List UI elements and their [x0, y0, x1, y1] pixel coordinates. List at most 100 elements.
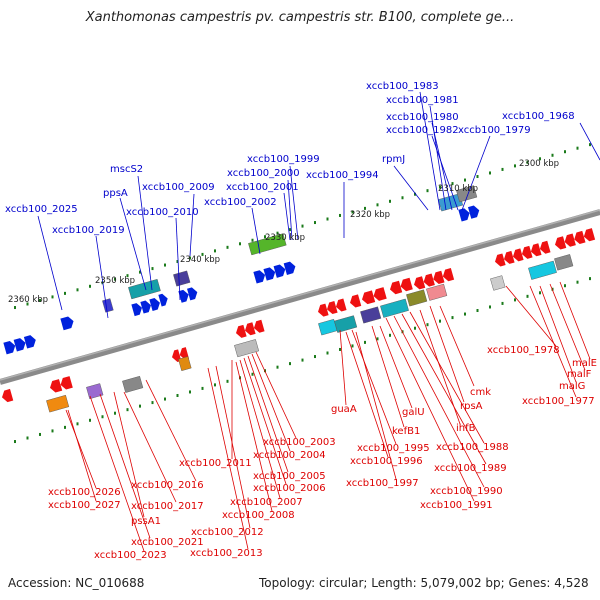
gene-label-xccb100-1977[interactable]: xccb100_1977 — [522, 396, 595, 407]
gene-label-xccb100-2023[interactable]: xccb100_2023 — [94, 550, 167, 561]
gene-feature[interactable] — [406, 289, 428, 307]
gene-feature[interactable] — [131, 297, 161, 317]
tick-mark — [526, 160, 529, 164]
gene-label-ihfb[interactable]: ihfB — [456, 423, 476, 434]
gene-label-kefb1[interactable]: kefB1 — [392, 426, 420, 437]
gene-label-xccb100-2010[interactable]: xccb100_2010 — [126, 207, 199, 218]
gene-feature[interactable] — [318, 318, 338, 336]
gene-label-ppsa[interactable]: ppsA — [103, 188, 128, 199]
tick-mark — [201, 386, 204, 390]
gene-label-xccb100-2007[interactable]: xccb100_2007 — [230, 497, 303, 508]
gene-label-xccb100-1994[interactable]: xccb100_1994 — [306, 170, 379, 181]
gene-feature[interactable] — [173, 270, 191, 287]
gene-feature[interactable] — [458, 204, 481, 222]
gene-label-xccb100-2017[interactable]: xccb100_2017 — [131, 501, 204, 512]
gene-label-malf[interactable]: malF — [567, 369, 592, 380]
gene-label-xccb100-1978[interactable]: xccb100_1978 — [487, 345, 560, 356]
gene-label-male[interactable]: malE — [572, 358, 597, 369]
gene-label-xccb100-2027[interactable]: xccb100_2027 — [48, 500, 121, 511]
gene-feature[interactable] — [316, 298, 347, 318]
gene-label-mscs2[interactable]: mscS2 — [110, 164, 143, 175]
gene-label-xccb100-2008[interactable]: xccb100_2008 — [222, 510, 295, 521]
forward-gene-arrow — [60, 316, 74, 331]
gene-label-xccb100-2025[interactable]: xccb100_2025 — [5, 204, 78, 215]
gene-feature[interactable] — [46, 394, 70, 413]
gene-feature[interactable] — [102, 298, 114, 313]
tick-mark — [414, 326, 416, 330]
gene-label-xccb100-2003[interactable]: xccb100_2003 — [263, 437, 336, 448]
gene-feature[interactable] — [86, 383, 104, 400]
gene-label-xccb100-1968[interactable]: xccb100_1968 — [502, 111, 575, 122]
gene-feature[interactable] — [234, 339, 260, 358]
gene-label-xccb100-1995[interactable]: xccb100_1995 — [357, 443, 430, 454]
gene-label-xccb100-2004[interactable]: xccb100_2004 — [253, 450, 326, 461]
gene-label-rpmj[interactable]: rpmJ — [382, 154, 405, 165]
gene-feature[interactable] — [456, 185, 478, 203]
gene-feature[interactable] — [360, 306, 382, 324]
gene-label-xccb100-2012[interactable]: xccb100_2012 — [191, 527, 264, 538]
gene-label-cmk[interactable]: cmk — [470, 387, 491, 398]
gene-label-xccb100-2021[interactable]: xccb100_2021 — [131, 537, 204, 548]
gene-label-xccb100-1991[interactable]: xccb100_1991 — [420, 500, 493, 511]
gene-label-xccb100-2016[interactable]: xccb100_2016 — [131, 480, 204, 491]
gene-label-xccb100-1981[interactable]: xccb100_1981 — [386, 95, 459, 106]
gene-label-xccb100-2001[interactable]: xccb100_2001 — [226, 182, 299, 193]
gene-label-xccb100-1997[interactable]: xccb100_1997 — [346, 478, 419, 489]
gene-label-xccb100-1982[interactable]: xccb100_1982 — [386, 125, 459, 136]
gene-label-pssa1[interactable]: pssA1 — [131, 516, 161, 527]
gene-feature[interactable] — [426, 283, 448, 301]
gene-feature[interactable] — [348, 294, 362, 308]
gene-feature[interactable] — [493, 240, 551, 268]
gene-feature[interactable] — [178, 356, 192, 372]
tick-mark — [76, 288, 79, 292]
gene-feature[interactable] — [122, 375, 144, 393]
gene-label-xccb100-2019[interactable]: xccb100_2019 — [52, 225, 125, 236]
gene-feature[interactable] — [178, 286, 199, 303]
tick-mark — [126, 274, 129, 278]
gene-label-xccb100-1988[interactable]: xccb100_1988 — [436, 442, 509, 453]
gene-label-xccb100-2005[interactable]: xccb100_2005 — [253, 471, 326, 482]
gene-label-xccb100-1996[interactable]: xccb100_1996 — [350, 456, 423, 467]
gene-feature[interactable] — [60, 315, 75, 331]
gene-label-rpsa[interactable]: rpsA — [460, 401, 483, 412]
gene-feature[interactable] — [170, 347, 190, 363]
gene-feature[interactable] — [3, 334, 37, 355]
gene-label-xccb100-2009[interactable]: xccb100_2009 — [142, 182, 215, 193]
tick-mark — [576, 146, 579, 150]
gene-feature[interactable] — [360, 287, 387, 305]
gene-label-xccb100-1999[interactable]: xccb100_1999 — [247, 154, 320, 165]
gene-label-xccb100-2026[interactable]: xccb100_2026 — [48, 487, 121, 498]
gene-feature[interactable] — [48, 376, 73, 394]
gene-label-xccb100-1979[interactable]: xccb100_1979 — [458, 125, 531, 136]
tick-mark — [314, 221, 316, 225]
gene-feature[interactable] — [528, 260, 557, 280]
gene-feature[interactable] — [334, 315, 358, 333]
gene-label-malg[interactable]: malG — [559, 381, 585, 392]
gene-label-xccb100-2013[interactable]: xccb100_2013 — [190, 548, 263, 559]
gene-feature[interactable] — [234, 319, 265, 339]
gene-feature[interactable] — [0, 388, 14, 403]
gene-label-guaa[interactable]: guaA — [331, 404, 357, 415]
gene-feature[interactable] — [553, 228, 596, 250]
gene-feature[interactable] — [380, 298, 409, 318]
gene-feature[interactable] — [253, 261, 297, 284]
gene-label-xccb100-1989[interactable]: xccb100_1989 — [434, 463, 507, 474]
gene-label-xccb100-1983[interactable]: xccb100_1983 — [366, 81, 439, 92]
gene-label-galu[interactable]: galU — [402, 407, 425, 418]
gene-feature[interactable] — [412, 268, 455, 290]
gene-feature[interactable] — [248, 233, 287, 256]
gene-label-xccb100-2000[interactable]: xccb100_2000 — [227, 168, 300, 179]
gene-feature[interactable] — [554, 254, 574, 271]
gene-label-xccb100-2002[interactable]: xccb100_2002 — [204, 197, 277, 208]
gene-label-xccb100-1990[interactable]: xccb100_1990 — [430, 486, 503, 497]
tick-mark — [451, 316, 454, 320]
gene-label-xccb100-2011[interactable]: xccb100_2011 — [179, 458, 252, 469]
gene-feature[interactable] — [388, 277, 413, 296]
gene-feature[interactable] — [158, 293, 169, 307]
gene-feature[interactable] — [128, 278, 161, 300]
gene-label-xccb100-1980[interactable]: xccb100_1980 — [386, 112, 459, 123]
gene-block — [528, 260, 557, 280]
gene-label-xccb100-2006[interactable]: xccb100_2006 — [253, 483, 326, 494]
gene-feature[interactable] — [490, 275, 506, 291]
